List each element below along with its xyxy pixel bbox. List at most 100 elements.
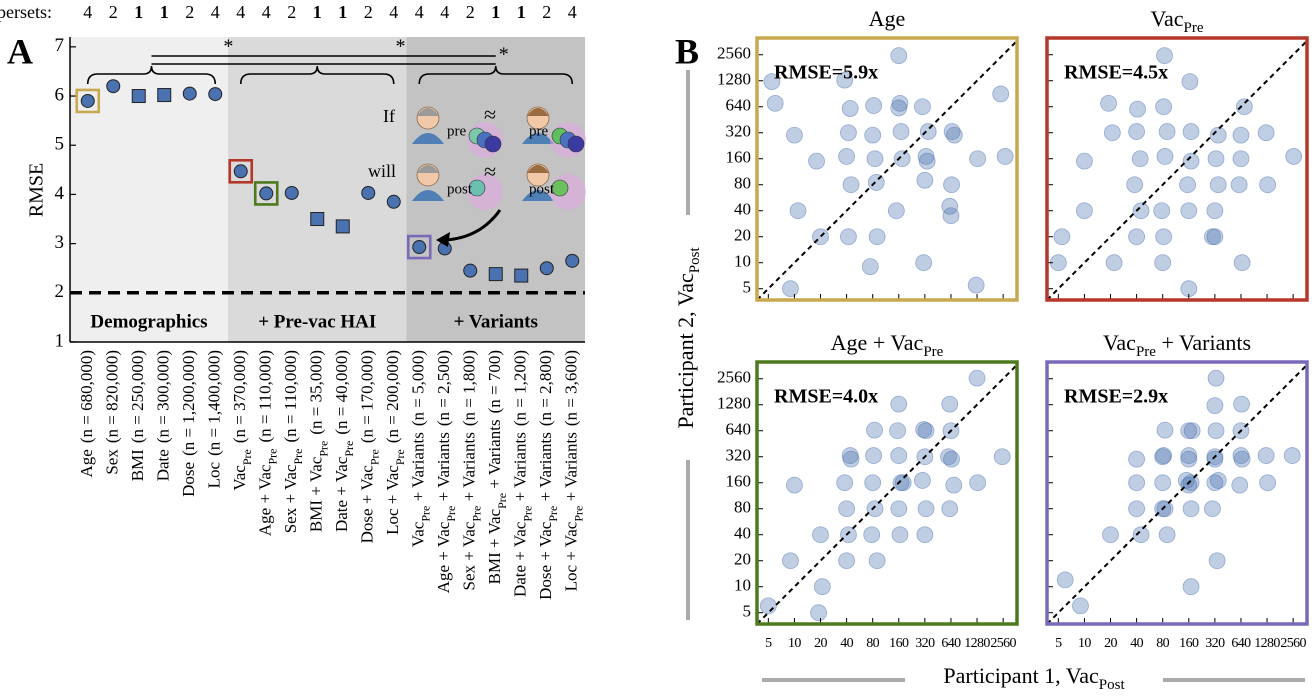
y-axis-title-part: Participant 2, Vac [673,273,698,429]
scatter-point [1128,123,1146,140]
scatter-point [940,448,957,466]
x-tick-label: Sex + VacPre + Variants (n = 1,800) [459,350,483,590]
highlight-box [228,158,254,184]
scatter-point [1285,148,1303,165]
superset-count: 1 [517,2,526,22]
icon-hair [527,165,549,173]
category-part: Pre [546,506,560,522]
data-point [131,89,146,104]
data-point [259,186,274,201]
y-tick-label: 5 [55,134,65,155]
scatter-point [840,124,857,142]
scatter-point [1076,202,1093,220]
panel-title-part: Pre [1183,20,1203,36]
scatter-point [1103,124,1121,142]
category-part: + Variants [434,432,453,506]
category-part: Dose [179,462,198,497]
x-tick-label: 1280 [1254,636,1280,651]
scatter-point [1206,202,1224,220]
y-tick-label: 640 [726,420,752,439]
annotation-arrow [444,209,502,242]
x-tick-label: 80 [866,636,879,651]
x-tick-label: Age + VacPre (n = 110,000) [255,350,279,536]
scatter-point [836,71,854,89]
scatter-point [1230,176,1248,194]
scatter-point [1180,476,1198,494]
data-point [233,164,248,179]
annotation: pre [529,123,548,139]
category-part: Loc [204,461,223,488]
significance-star: * [223,36,233,58]
y-tick-label: 80 [734,498,751,517]
scatter-point [941,395,959,413]
scatter-point [919,123,937,140]
scatter-point [941,197,959,215]
scatter-point [866,421,883,439]
scatter-point [1180,447,1198,464]
data-point [412,240,427,255]
group-bracket [239,65,395,85]
category-part: Date + Vac [510,521,529,597]
superset-count: 1 [338,2,347,22]
significance-star: * [396,36,406,58]
scatter-point [842,176,860,194]
highlight-box [253,181,279,206]
scatter-point [841,100,859,117]
scatter-point [916,526,934,544]
superset-label: persets: [0,2,52,22]
n-label: (n = 2,800) [536,350,555,426]
annotation: If [383,106,395,126]
scatter-point [1206,397,1224,415]
scatter-point [943,123,961,140]
superset-count: 2 [364,2,373,22]
n-label: (n = 35,000) [306,350,325,435]
y-tick-label: 10 [734,576,751,595]
scatter-point [1233,254,1251,272]
superset-count: 4 [211,2,220,22]
x-tick-label: Date + VacPre (n = 40,000) [332,350,356,532]
scatter-point [1259,176,1277,194]
x-tick-label: Loc + VacPre (n = 200,000) [383,350,407,535]
scatter-point [782,552,799,570]
superset-count: 2 [542,2,551,22]
x-tick-label: 10 [1078,636,1091,651]
category-part: Vac [230,465,249,491]
x-tick-label: VacPre (n = 370,000) [230,350,254,491]
category-part: + Variants [459,432,478,506]
identity-line [757,40,1017,300]
scatter-point [1233,395,1250,413]
scatter-point [868,552,886,570]
annotation: ≈ [484,159,496,184]
icon-virus [484,135,502,153]
annotation: ≈ [484,102,496,127]
group-bracket [86,65,217,85]
x-tick-label: Loc (n = 1,400,000) [204,350,223,488]
category-part: Sex + Vac [281,464,300,533]
scatter-point [786,476,803,494]
data-point [106,79,121,94]
superset-count: 1 [134,2,143,22]
y-tick-label: 10 [734,252,751,271]
x-tick-label: Dose + VacPre (n = 170,000) [357,350,381,543]
scatter-point [942,207,960,225]
scatter-point [889,422,906,440]
superset-count: 4 [389,2,398,22]
n-label: (n = 3,600) [561,350,580,426]
category-part: BMI [128,449,147,481]
x-tick-label: Loc + VacPre + Variants (n = 3,600) [561,350,585,591]
scatter-point [838,148,856,165]
scatter-point [1182,152,1200,170]
x-tick-label: 320 [1205,636,1225,651]
data-point [335,219,350,234]
scatter-point [914,472,931,489]
x-tick-label: Sex (n = 820,000) [102,350,121,475]
scatter-point [1231,476,1249,494]
n-label: (n = 110,000) [255,350,274,443]
scatter-point [967,276,985,294]
x-tick-label: BMI + VacPre (n = 35,000) [306,350,330,532]
scatter-point [1102,526,1119,544]
group-label: + Pre-vac HAI [258,311,376,332]
x-tick-label: 640 [941,636,961,651]
scatter-point [1206,474,1224,492]
